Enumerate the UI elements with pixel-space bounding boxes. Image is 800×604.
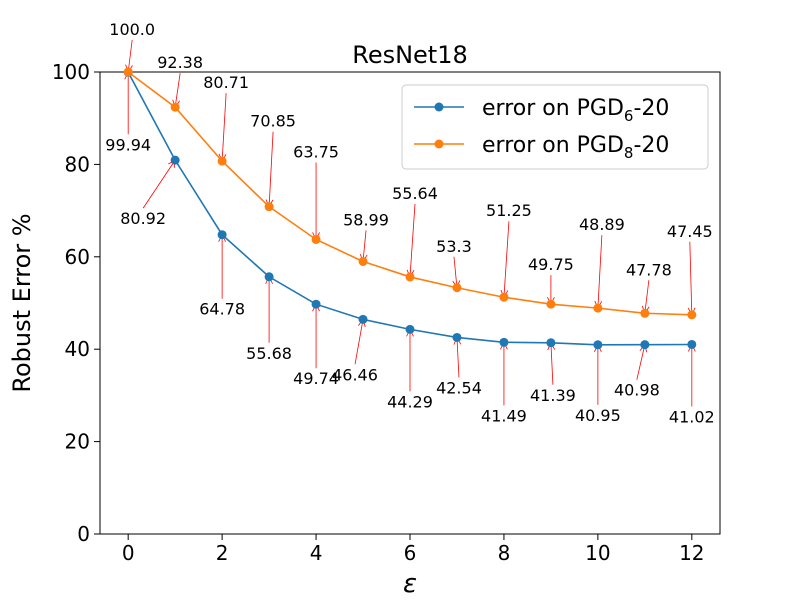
data-point — [358, 256, 368, 266]
data-label: 51.25 — [486, 201, 532, 220]
annotation-arrow — [644, 280, 650, 313]
data-point — [640, 308, 650, 318]
annotation-arrow — [409, 203, 416, 276]
legend-marker — [434, 139, 444, 149]
x-tick-label: 10 — [585, 541, 610, 565]
annotation-arrow — [142, 160, 175, 209]
data-point — [170, 155, 180, 165]
y-tick-label: 0 — [77, 522, 90, 546]
data-label: 64.78 — [199, 300, 245, 319]
data-label: 80.92 — [120, 209, 166, 228]
annotation-arrow — [354, 320, 364, 365]
data-label: 63.75 — [293, 142, 339, 161]
data-point — [640, 340, 650, 350]
data-point — [687, 310, 697, 320]
annotation-arrow — [503, 221, 510, 297]
data-point — [405, 272, 415, 282]
data-label: 53.3 — [436, 237, 472, 256]
annotation-arrow — [597, 235, 603, 308]
x-tick-label: 12 — [679, 541, 704, 565]
annotation-arrow — [550, 343, 554, 385]
data-point — [546, 299, 556, 309]
data-label: 70.85 — [250, 112, 296, 131]
x-tick-label: 6 — [404, 541, 417, 565]
annotation-arrow — [268, 131, 274, 206]
legend-marker — [434, 102, 444, 112]
data-label: 40.95 — [575, 406, 621, 425]
x-axis-label: ε — [403, 569, 417, 599]
data-point — [170, 102, 180, 112]
data-label: 44.29 — [387, 392, 433, 411]
y-tick-label: 80 — [65, 152, 90, 176]
data-label: 99.94 — [105, 135, 151, 154]
data-label: 42.54 — [436, 378, 482, 397]
y-tick-label: 40 — [65, 337, 90, 361]
data-label: 40.98 — [614, 381, 660, 400]
legend-label: error on PGD8-20 — [482, 133, 669, 162]
data-label: 92.38 — [157, 53, 203, 72]
data-point — [546, 338, 556, 348]
data-label: 47.78 — [626, 260, 672, 279]
data-label: 58.99 — [343, 210, 389, 229]
data-point — [264, 202, 274, 212]
data-point — [499, 337, 509, 347]
data-point — [358, 314, 368, 324]
data-point — [687, 339, 697, 349]
data-label: 49.75 — [528, 255, 574, 274]
data-point — [217, 156, 227, 166]
data-point — [264, 272, 274, 282]
legend-label: error on PGD6-20 — [482, 96, 669, 125]
y-tick-label: 60 — [65, 245, 90, 269]
data-point — [405, 324, 415, 334]
x-axis-ticks: 0 2 4 6 8 10 12 — [122, 534, 705, 565]
data-label: 46.46 — [332, 365, 378, 384]
x-tick-label: 8 — [498, 541, 511, 565]
data-label: 100.0 — [109, 20, 155, 39]
legend: error on PGD6-20 error on PGD8-20 — [401, 84, 709, 170]
annotation-arrow — [127, 39, 133, 72]
x-tick-label: 0 — [122, 541, 135, 565]
legend-box — [401, 84, 709, 170]
chart-title: ResNet18 — [352, 41, 468, 69]
data-label: 55.64 — [392, 184, 438, 203]
annotation-arrow — [689, 241, 693, 314]
data-point — [452, 283, 462, 293]
x-tick-label: 2 — [216, 541, 229, 565]
data-point — [217, 230, 227, 240]
data-label: 48.89 — [579, 215, 625, 234]
data-point — [499, 292, 509, 302]
y-tick-label: 20 — [65, 430, 90, 454]
data-label: 55.68 — [246, 344, 292, 363]
y-tick-label: 100 — [52, 60, 90, 84]
y-axis-ticks: 0 20 40 60 80 100 — [52, 60, 100, 546]
annotation-arrow — [221, 93, 227, 161]
annotation-arrow — [174, 73, 181, 107]
data-label: 41.39 — [530, 386, 576, 405]
data-point — [593, 303, 603, 313]
data-point — [593, 340, 603, 350]
data-label: 80.71 — [203, 73, 249, 92]
data-label: 49.74 — [293, 369, 339, 388]
data-label: 41.49 — [481, 406, 527, 425]
annotation-arrow — [362, 230, 367, 261]
data-point — [311, 299, 321, 309]
data-label: 47.45 — [667, 222, 713, 241]
annotation-arrow — [453, 256, 458, 287]
series-points — [123, 67, 697, 350]
data-label: 41.02 — [669, 407, 715, 426]
data-point — [311, 234, 321, 244]
data-point — [452, 332, 462, 342]
y-axis-label: Robust Error % — [8, 213, 36, 392]
annotation-arrow — [636, 345, 646, 380]
annotation-arrow — [456, 338, 460, 378]
x-tick-label: 4 — [310, 541, 323, 565]
data-point — [123, 67, 133, 77]
